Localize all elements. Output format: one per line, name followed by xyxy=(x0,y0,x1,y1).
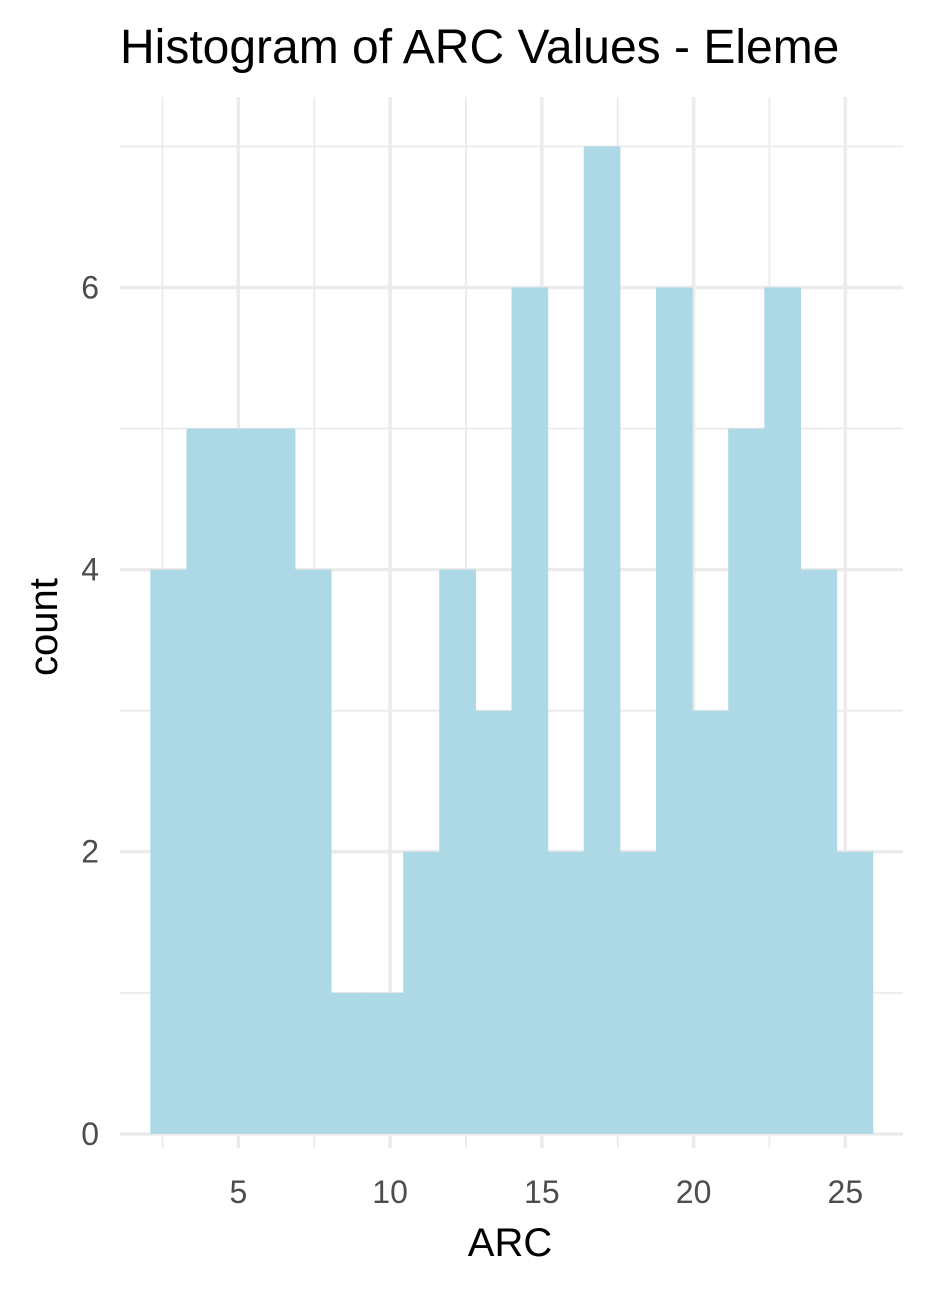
histogram-bar xyxy=(511,287,549,1134)
histogram-bar xyxy=(655,287,693,1134)
histogram-bar xyxy=(294,569,332,1134)
x-tick-label: 5 xyxy=(229,1174,247,1210)
chart-title: Histogram of ARC Values - Eleme xyxy=(120,21,839,74)
histogram-bar xyxy=(728,428,765,1134)
histogram-bar xyxy=(836,851,874,1134)
histogram-bar xyxy=(583,146,621,1134)
x-tick-label: 20 xyxy=(676,1174,712,1210)
x-tick-label: 15 xyxy=(524,1174,560,1210)
histogram-bar xyxy=(800,569,838,1134)
x-axis-ticks: 5 10 15 20 25 xyxy=(229,1174,863,1210)
y-axis-title: count xyxy=(22,578,66,676)
histogram-bar xyxy=(475,710,513,1134)
y-axis-ticks: 0 2 4 6 xyxy=(81,269,99,1151)
histogram-bar xyxy=(222,428,260,1134)
histogram-bar xyxy=(258,428,296,1134)
y-tick-label: 4 xyxy=(81,552,99,588)
x-tick-label: 10 xyxy=(372,1174,408,1210)
x-tick-label: 25 xyxy=(828,1174,864,1210)
bars-layer xyxy=(150,146,874,1134)
y-tick-label: 6 xyxy=(81,269,99,305)
histogram-bar xyxy=(547,851,585,1134)
histogram-bar xyxy=(692,710,729,1134)
histogram-bar xyxy=(150,569,188,1134)
y-tick-label: 0 xyxy=(81,1116,99,1152)
histogram-bar xyxy=(186,428,224,1134)
histogram-bar xyxy=(764,287,802,1134)
histogram-bar xyxy=(330,992,368,1134)
histogram-bar xyxy=(403,851,440,1134)
histogram-bar xyxy=(619,851,657,1134)
histogram-bar xyxy=(439,569,476,1134)
x-axis-title: ARC xyxy=(468,1221,552,1265)
histogram-bar xyxy=(367,992,404,1134)
y-tick-label: 2 xyxy=(81,834,99,870)
